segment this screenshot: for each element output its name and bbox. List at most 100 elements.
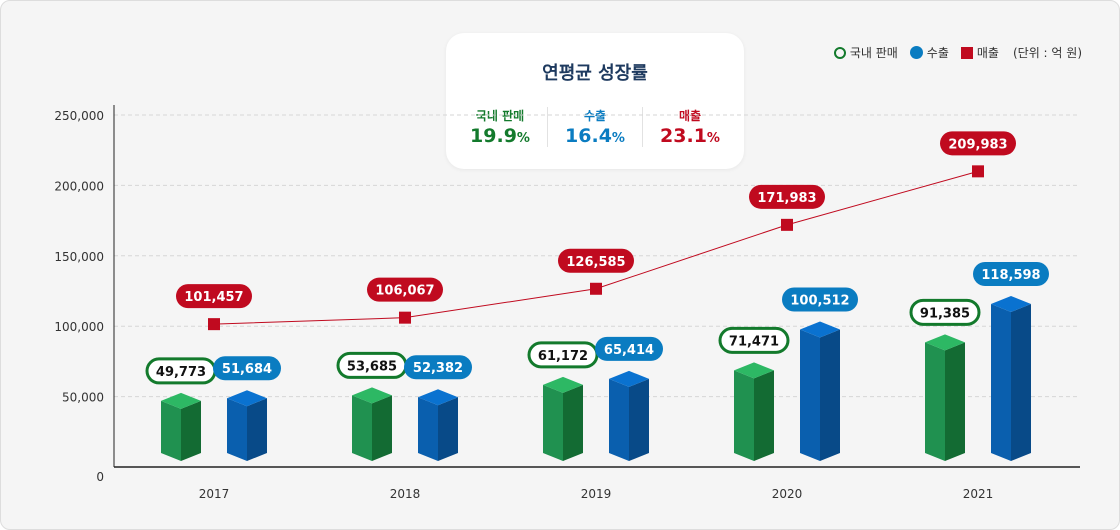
export-data-label: 51,684 <box>222 362 272 377</box>
stat-unit: % <box>516 131 530 146</box>
bar-face-left <box>734 370 754 461</box>
bar-face-left <box>418 397 438 461</box>
bar-export <box>609 370 649 461</box>
bar-face-left <box>161 400 181 461</box>
bar-face-left <box>991 304 1011 461</box>
bar-face-right <box>754 370 774 461</box>
bar-face-left <box>352 395 372 461</box>
sales-data-label-bg <box>367 277 443 302</box>
x-tick-label: 2017 <box>199 487 230 501</box>
bar-face-right <box>563 384 583 461</box>
bar-domestic <box>543 376 583 461</box>
bar-face-top <box>352 387 392 404</box>
y-tick-label: 150,000 <box>54 250 104 264</box>
sales-marker <box>972 165 984 178</box>
bar-domestic <box>925 334 965 461</box>
x-tick-label: 2018 <box>390 487 421 501</box>
stat-domestic: 국내 판매 19.9% <box>453 107 547 147</box>
circle-icon <box>909 46 923 59</box>
stat-label: 국내 판매 <box>475 109 525 123</box>
legend: 국내 판매 수출 매출 (단위 : 억 원) <box>822 44 1082 61</box>
sales-data-label: 106,067 <box>375 284 434 299</box>
bar-face-top <box>734 362 774 379</box>
export-data-label: 65,414 <box>604 343 654 358</box>
bar-face-right <box>629 378 649 461</box>
domestic-data-label: 61,172 <box>538 349 588 364</box>
bar-face-top <box>227 390 267 407</box>
sales-data-label: 101,457 <box>184 290 243 305</box>
y-tick-label: 0 <box>96 470 104 484</box>
sales-marker <box>208 318 220 331</box>
bar-export <box>418 389 458 461</box>
bar-face-left <box>800 329 820 461</box>
export-data-label-bg <box>213 356 281 381</box>
domestic-data-label-bg <box>909 298 981 326</box>
bar-face-left <box>609 378 629 461</box>
bar-face-top <box>925 334 965 351</box>
bar-domestic <box>352 387 392 461</box>
export-data-label: 118,598 <box>981 268 1040 283</box>
x-tick-label: 2020 <box>772 487 803 501</box>
sales-line <box>213 170 979 325</box>
legend-label: 수출 <box>926 46 949 60</box>
legend-domestic: 국내 판매 <box>833 44 898 61</box>
export-data-label-bg <box>595 336 663 361</box>
stat-value: 16.4 <box>565 125 612 147</box>
stat-export: 수출 16.4% <box>547 107 642 147</box>
bar-face-right <box>438 397 458 461</box>
export-data-label-bg <box>404 355 472 380</box>
stat-sales: 매출 23.1% <box>642 107 737 147</box>
legend-label: 국내 판매 <box>849 46 898 60</box>
export-data-label-bg <box>973 262 1049 287</box>
bar-face-left <box>227 398 247 461</box>
bar-face-right <box>945 342 965 461</box>
sales-data-label-bg <box>749 184 825 209</box>
y-tick-label: 250,000 <box>54 109 104 123</box>
domestic-data-label-bg <box>718 326 790 354</box>
bar-export <box>991 296 1031 461</box>
bar-face-top <box>418 389 458 406</box>
stat-label: 매출 <box>678 109 702 123</box>
sales-data-label: 209,983 <box>948 137 1007 152</box>
sales-data-label: 126,585 <box>566 255 625 270</box>
domestic-data-label: 53,685 <box>347 359 397 374</box>
x-tick-label: 2021 <box>963 487 994 501</box>
y-tick-label: 50,000 <box>62 391 104 405</box>
export-data-label-bg <box>782 287 858 312</box>
export-data-label: 100,512 <box>790 293 849 308</box>
bar-face-right <box>247 398 267 461</box>
bar-domestic <box>161 392 201 461</box>
y-tick-label: 200,000 <box>54 179 104 193</box>
bar-face-left <box>925 342 945 461</box>
legend-sales: 매출 <box>960 44 999 61</box>
bar-face-top <box>800 321 840 338</box>
sales-marker <box>781 218 793 231</box>
domestic-data-label: 91,385 <box>920 306 970 321</box>
sales-marker <box>590 282 602 295</box>
sales-data-label-bg <box>940 131 1016 156</box>
domestic-data-label: 71,471 <box>729 334 779 349</box>
bar-face-right <box>820 329 840 461</box>
sales-marker <box>399 311 411 324</box>
stat-label: 수출 <box>583 109 607 123</box>
sales-data-label-bg <box>176 284 252 309</box>
y-tick-label: 100,000 <box>54 320 104 334</box>
growth-summary-card: 연평균 성장률 국내 판매 19.9% 수출 16.4% 매출 23.1% <box>446 33 744 169</box>
domestic-data-label: 49,773 <box>156 365 206 380</box>
bar-export <box>800 321 840 461</box>
summary-title: 연평균 성장률 <box>542 63 648 84</box>
stat-unit: % <box>611 131 625 146</box>
sales-data-label-bg <box>558 248 634 273</box>
legend-export: 수출 <box>909 44 949 61</box>
bar-domestic <box>734 362 774 461</box>
sales-data-label: 171,983 <box>757 191 816 206</box>
legend-label: 매출 <box>976 46 999 60</box>
x-tick-label: 2019 <box>581 487 612 501</box>
ring-icon <box>833 46 846 59</box>
bar-face-top <box>161 392 201 409</box>
bar-face-right <box>181 400 201 461</box>
bar-face-top <box>543 376 583 393</box>
bar-face-left <box>543 384 563 461</box>
bar-face-top <box>991 296 1031 313</box>
